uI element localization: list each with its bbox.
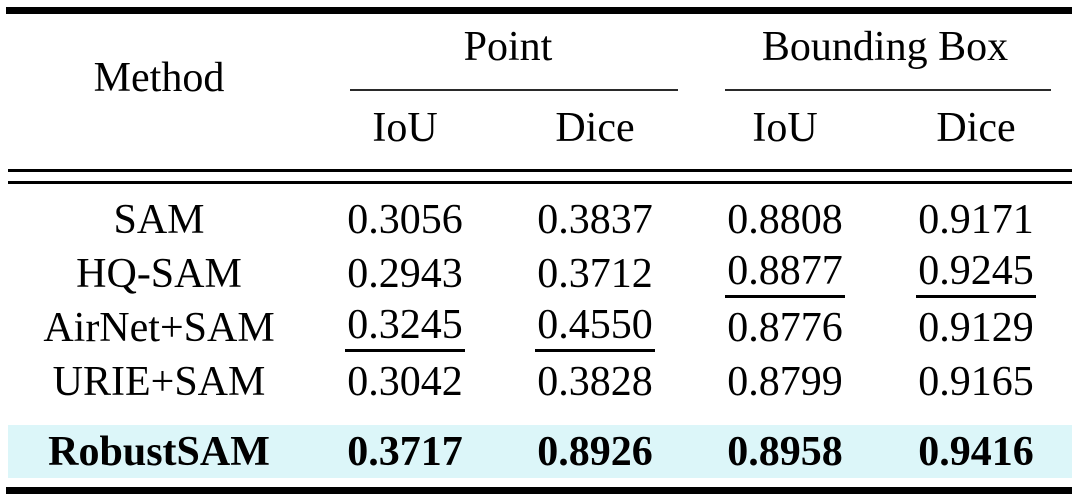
method-cell: AirNet+SAM: [43, 305, 275, 351]
col-header-bbox-iou: IoU: [752, 105, 818, 151]
table-cell: 0.3245: [310, 304, 500, 352]
table-cell: 0.9165: [918, 359, 1034, 405]
table-bottom-rule: [6, 487, 1072, 494]
table-cell: 0.3712: [537, 251, 653, 297]
underlined-value: 0.4550: [535, 304, 655, 352]
table-body: SAM 0.3056 0.3837 0.8808 0.9171 HQ-SAM 0…: [8, 193, 1072, 478]
table-top-rule: [6, 7, 1072, 14]
table-cell: 0.9171: [918, 197, 1034, 243]
table-row-airnet-sam: AirNet+SAM 0.3245 0.4550 0.8776 0.9129: [8, 301, 1072, 355]
table-cell: 0.9416: [918, 428, 1034, 475]
bounding-box-group-rule: [725, 89, 1051, 91]
method-cell: RobustSAM: [48, 428, 270, 475]
header-double-rule-upper: [8, 169, 1072, 172]
table-row-urie-sam: URIE+SAM 0.3042 0.3828 0.8799 0.9165: [8, 355, 1072, 409]
table-cell: 0.8958: [727, 428, 843, 475]
table-cell: 0.3828: [537, 359, 653, 405]
col-header-point-iou: IoU: [372, 105, 438, 151]
table-cell: 0.8776: [727, 305, 843, 351]
table-cell: 0.4550: [500, 304, 690, 352]
sub-header-row: IoU Dice IoU Dice: [8, 106, 1072, 150]
table-cell: 0.3042: [347, 359, 463, 405]
col-header-point-dice: Dice: [555, 105, 635, 151]
table-row-sam: SAM 0.3056 0.3837 0.8808 0.9171: [8, 193, 1072, 247]
col-header-bbox-dice: Dice: [936, 105, 1016, 151]
table-cell: 0.3717: [347, 428, 463, 475]
col-group-bounding-box: Bounding Box: [761, 24, 1009, 70]
col-group-point: Point: [463, 24, 553, 70]
point-group-rule: [350, 89, 678, 91]
table-row-robustsam: RobustSAM 0.3717 0.8926 0.8958 0.9416: [8, 425, 1072, 478]
table-cell: 0.3837: [537, 197, 653, 243]
sub-header-empty: [8, 106, 310, 150]
method-cell: HQ-SAM: [76, 251, 242, 297]
table-cell: 0.2943: [347, 251, 463, 297]
table-cell: 0.8808: [727, 197, 843, 243]
col-header-method: Method: [93, 55, 225, 101]
row-spacer: [8, 409, 1072, 425]
table-cell: 0.8877: [690, 250, 880, 298]
underlined-value: 0.9245: [916, 250, 1036, 298]
table-cell: 0.9129: [918, 305, 1034, 351]
header-double-rule-lower: [8, 181, 1072, 184]
method-cell: SAM: [113, 197, 205, 243]
table-cell: 0.3056: [347, 197, 463, 243]
method-cell: URIE+SAM: [52, 359, 266, 405]
table-cell: 0.8926: [537, 428, 653, 475]
table-cell: 0.9245: [880, 250, 1072, 298]
underlined-value: 0.3245: [345, 304, 465, 352]
table-row-hq-sam: HQ-SAM 0.2943 0.3712 0.8877 0.9245: [8, 247, 1072, 301]
underlined-value: 0.8877: [725, 250, 845, 298]
table-cell: 0.8799: [727, 359, 843, 405]
